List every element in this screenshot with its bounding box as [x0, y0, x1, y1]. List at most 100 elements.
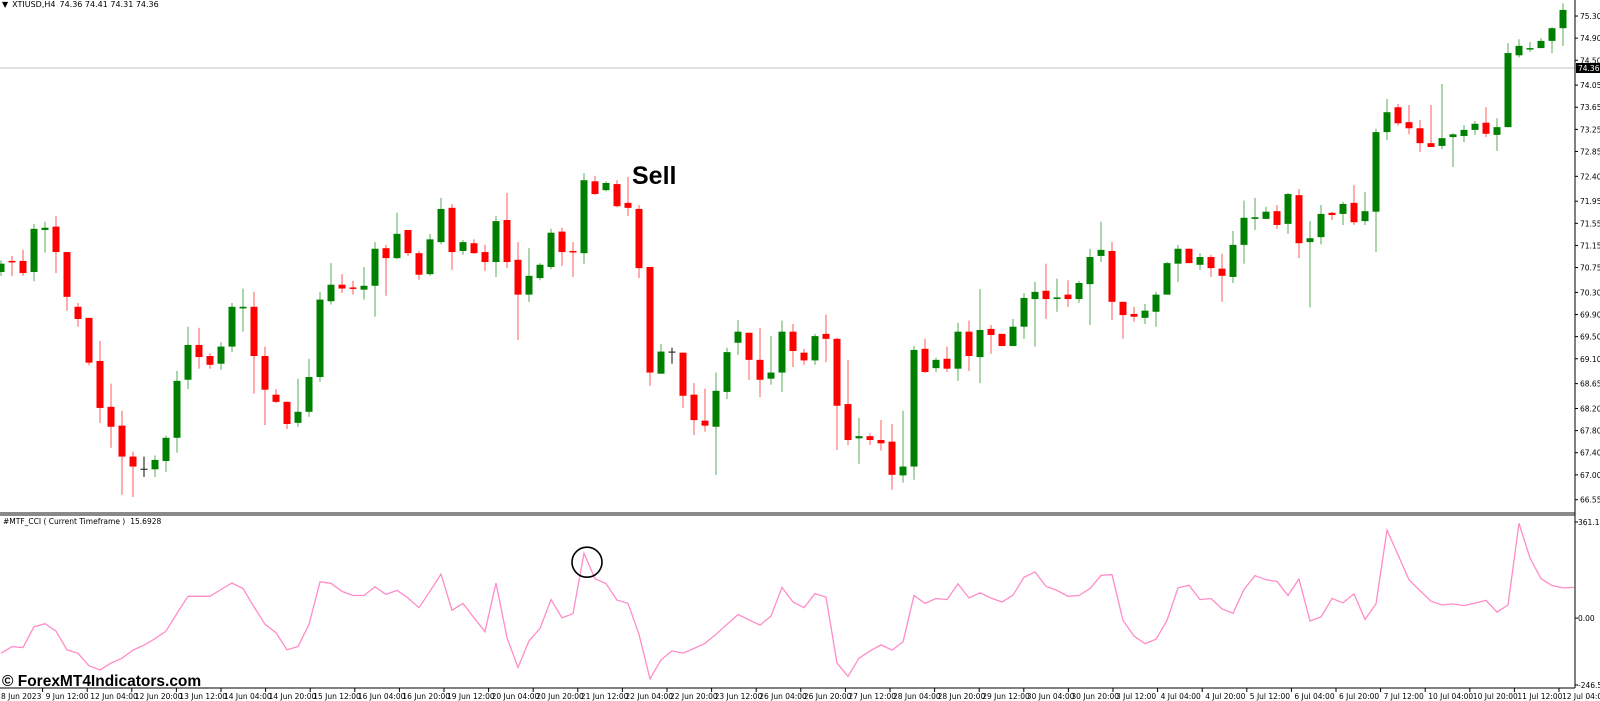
candle — [481, 244, 489, 271]
candle-body — [470, 243, 478, 254]
candle — [360, 266, 368, 300]
candle — [327, 263, 335, 305]
time-tick-label: 4 Jul 04:00 — [1161, 692, 1201, 701]
candle-body — [613, 184, 621, 207]
candle-body — [272, 394, 280, 402]
candle-body — [767, 372, 775, 379]
candle-body — [1559, 9, 1567, 29]
candle — [1372, 128, 1380, 253]
time-tick-label: 30 Jun 20:00 — [1071, 692, 1119, 701]
candle-body — [932, 359, 940, 369]
highlight-circle — [571, 546, 603, 578]
candle-body — [30, 228, 38, 272]
time-tick-label: 6 Jul 04:00 — [1294, 692, 1334, 701]
candle — [910, 346, 918, 480]
candle-body — [118, 425, 126, 457]
candle — [1075, 280, 1083, 303]
candle-body — [1328, 212, 1336, 216]
candle — [1438, 84, 1446, 150]
candle — [173, 370, 181, 453]
price-tick-label: 71.55 — [1580, 219, 1600, 228]
candle — [778, 320, 786, 392]
candle-body — [1075, 283, 1083, 300]
candle — [558, 227, 566, 266]
candle — [1174, 244, 1182, 282]
candle — [415, 250, 423, 280]
candle — [1449, 133, 1457, 167]
candle-body — [327, 284, 335, 302]
candle-body — [1218, 268, 1226, 276]
candle — [811, 333, 819, 365]
candle-body — [1306, 238, 1314, 243]
candle-body — [371, 248, 379, 286]
time-tick-label: 20 Jun 20:00 — [536, 692, 584, 701]
candle — [613, 180, 621, 208]
candle — [624, 176, 632, 217]
candle — [1262, 206, 1270, 219]
candle-body — [965, 331, 973, 356]
candle-body — [558, 231, 566, 253]
candle-body — [250, 306, 258, 356]
candle — [107, 383, 115, 448]
candle — [426, 233, 434, 276]
symbol-label: XTIUSD,H4 — [12, 0, 56, 9]
candle — [1097, 221, 1105, 263]
candle-body — [1504, 53, 1512, 128]
candle-body — [756, 359, 764, 380]
indicator-value: 15.6928 — [130, 517, 162, 526]
price-tick-label: 68.65 — [1580, 380, 1600, 389]
time-tick-label: 15 Jun 12:00 — [313, 692, 361, 701]
candle-body — [492, 221, 500, 263]
candle-body — [1284, 194, 1292, 224]
candle-body — [1262, 211, 1270, 219]
candle-body — [844, 404, 852, 441]
candle-body — [580, 180, 588, 254]
candle — [1009, 318, 1017, 347]
candle — [888, 423, 896, 490]
candle-body — [503, 220, 511, 263]
candle-body — [1515, 45, 1523, 56]
candle — [1339, 201, 1347, 225]
candle — [1548, 27, 1556, 54]
candle — [569, 242, 577, 277]
candle — [1020, 292, 1028, 339]
candle — [1405, 105, 1413, 135]
candle-body — [1229, 244, 1237, 277]
candle — [1350, 185, 1358, 225]
candle — [217, 342, 225, 370]
candle — [668, 347, 676, 364]
candle — [118, 410, 126, 495]
time-tick-label: 27 Jun 12:00 — [848, 692, 896, 701]
price-tick-label: 69.50 — [1580, 333, 1600, 342]
triangle-down-icon[interactable]: ▼ — [2, 0, 9, 9]
candle — [734, 320, 742, 355]
candle — [954, 322, 962, 381]
price-tick-label: 70.75 — [1580, 264, 1600, 273]
current-price-label: 74.36 — [1578, 64, 1600, 73]
time-tick-label: 22 Jun 04:00 — [625, 692, 673, 701]
candle-body — [41, 227, 49, 230]
candle — [1064, 280, 1072, 307]
candle — [1141, 304, 1149, 324]
time-tick-label: 12 Jun 04:00 — [90, 692, 138, 701]
candle-body — [228, 306, 236, 347]
candle — [536, 263, 544, 281]
chart-header: ▼ XTIUSD,H4 74.36 74.41 74.31 74.36 — [2, 0, 163, 9]
candle — [151, 455, 159, 478]
candle — [1207, 254, 1215, 277]
candle — [1471, 121, 1479, 135]
candle — [371, 242, 379, 317]
candle-body — [195, 344, 203, 358]
candle-body — [1350, 202, 1358, 223]
candle-body — [921, 348, 929, 373]
time-tick-label: 13 Jun 12:00 — [179, 692, 227, 701]
candle-body — [1383, 112, 1391, 133]
candle — [1504, 43, 1512, 128]
candle-body — [602, 182, 610, 191]
candle — [305, 358, 313, 417]
pane-separator[interactable] — [0, 512, 1575, 516]
cci-layer — [0, 523, 1575, 681]
